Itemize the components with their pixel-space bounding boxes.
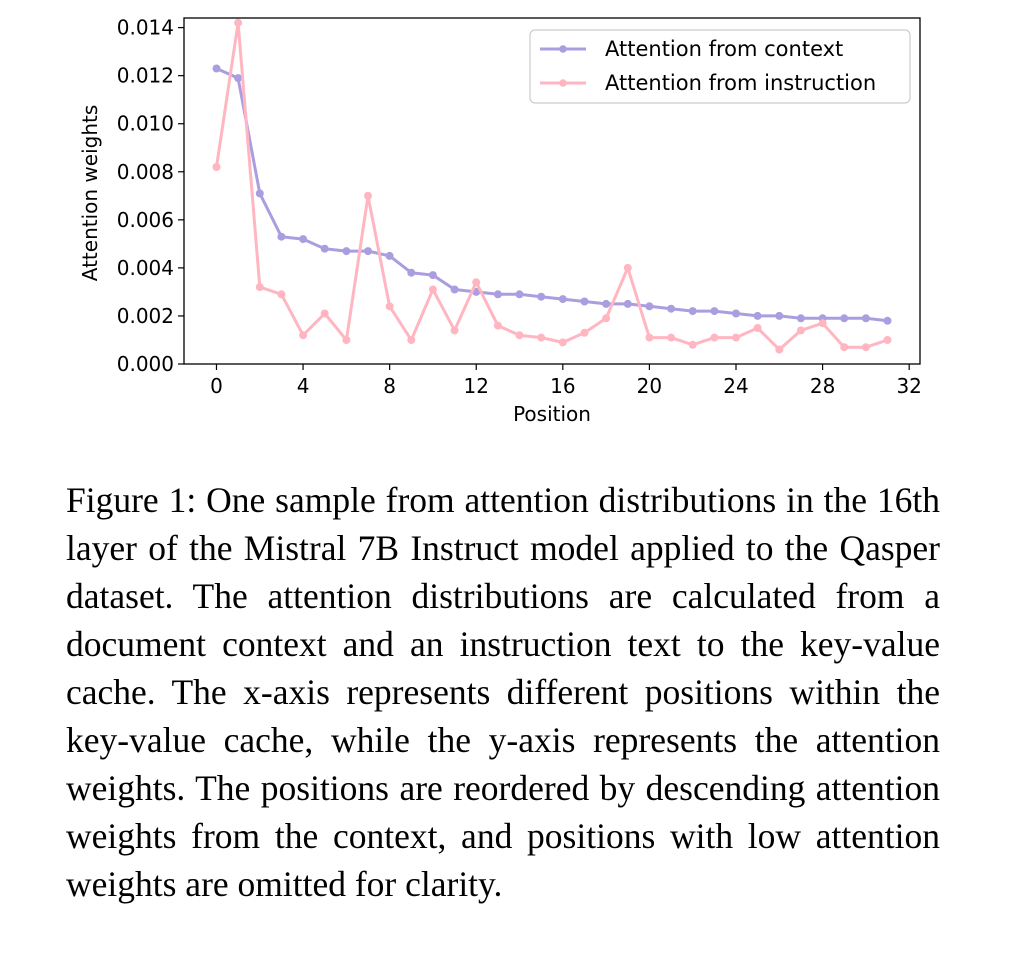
data-point-s0-7 — [364, 247, 372, 256]
y-axis-label: Attention weights — [78, 105, 102, 282]
y-tick-label: 0.004 — [117, 256, 174, 280]
data-point-s1-21 — [667, 333, 676, 342]
x-tick-label: 4 — [297, 374, 310, 398]
data-point-s0-9 — [407, 268, 416, 277]
legend-box — [529, 29, 911, 104]
data-point-s1-25 — [753, 324, 762, 332]
data-point-s1-9 — [407, 336, 416, 344]
data-point-s0-5 — [320, 244, 329, 253]
data-point-s0-24 — [732, 309, 740, 318]
data-point-s1-28 — [818, 319, 827, 328]
legend: Attention from context Attention from in… — [529, 29, 911, 104]
data-point-s0-23 — [710, 307, 719, 316]
data-point-s0-1 — [234, 74, 243, 83]
data-point-s0-8 — [385, 251, 394, 260]
data-point-s1-7 — [364, 191, 372, 200]
y-tick-label: 0.008 — [117, 160, 174, 184]
data-point-s1-13 — [493, 321, 502, 330]
legend-label-instruction: Attention from instruction — [605, 71, 876, 95]
x-tick-label: 20 — [637, 374, 662, 398]
data-point-s0-3 — [277, 232, 286, 241]
data-point-s0-17 — [580, 297, 589, 306]
data-point-s1-12 — [472, 278, 481, 287]
legend-marker-context — [559, 45, 567, 53]
x-tick-label: 8 — [383, 374, 396, 398]
data-point-s0-26 — [775, 311, 784, 320]
legend-marker-instruction — [559, 79, 567, 87]
data-point-s1-30 — [861, 343, 870, 352]
data-point-s0-31 — [883, 316, 892, 325]
data-point-s0-11 — [450, 285, 459, 294]
data-point-s1-5 — [320, 309, 329, 318]
data-point-s1-3 — [277, 290, 286, 299]
data-point-s0-13 — [493, 290, 502, 299]
data-point-s1-29 — [840, 343, 849, 352]
x-axis-label: Position — [513, 402, 591, 426]
data-point-s1-23 — [710, 333, 719, 342]
data-point-s0-27 — [796, 314, 805, 323]
series-line-1 — [215, 21, 888, 352]
data-point-s0-0 — [212, 64, 221, 73]
x-tick-label: 0 — [210, 374, 223, 398]
data-point-s0-14 — [515, 290, 524, 299]
data-point-s0-2 — [255, 189, 264, 198]
data-point-s1-22 — [688, 340, 697, 349]
data-point-s0-10 — [428, 271, 437, 280]
data-point-s1-8 — [385, 302, 394, 311]
x-tick-label: 24 — [723, 374, 748, 398]
attention-line-chart: 0 4 8 12 16 20 24 28 32 0.000 0.002 0.004 0.006 0.008… — [78, 16, 922, 426]
data-point-s0-15 — [537, 292, 546, 301]
data-point-s1-1 — [234, 18, 243, 27]
data-point-s0-4 — [299, 235, 308, 244]
data-point-s1-4 — [299, 331, 308, 340]
data-point-s0-19 — [623, 299, 632, 308]
plot-frame — [183, 17, 921, 365]
data-point-s1-0 — [212, 163, 221, 171]
y-tick-label: 0.014 — [117, 16, 174, 40]
legend-label-context: Attention from context — [605, 37, 843, 61]
y-tick-label: 0.002 — [117, 304, 174, 328]
data-point-s1-10 — [428, 285, 437, 294]
data-point-s0-22 — [688, 307, 697, 316]
data-point-s1-6 — [342, 336, 351, 344]
data-point-s0-29 — [840, 314, 849, 323]
data-point-s0-20 — [645, 302, 654, 311]
series-line-0 — [215, 67, 888, 323]
data-point-s0-16 — [558, 295, 567, 304]
y-tick-label: 0.000 — [117, 352, 174, 376]
x-tick-label: 28 — [810, 374, 835, 398]
data-point-s1-14 — [515, 331, 524, 340]
data-point-s1-26 — [775, 345, 784, 354]
data-point-s0-18 — [602, 299, 611, 308]
data-point-s1-11 — [450, 326, 459, 335]
y-tick-label: 0.012 — [117, 64, 174, 88]
data-point-s0-21 — [667, 304, 676, 313]
data-point-s1-15 — [537, 333, 546, 342]
data-point-s1-18 — [602, 314, 611, 323]
data-point-s1-2 — [255, 283, 264, 292]
x-tick-label: 32 — [896, 374, 921, 398]
y-tick-label: 0.010 — [117, 112, 174, 136]
data-point-s1-31 — [883, 336, 892, 344]
data-point-s1-17 — [580, 328, 589, 337]
figure-caption: Figure 1: One sample from attention dist… — [66, 480, 940, 904]
y-tick-label: 0.006 — [117, 208, 174, 232]
data-point-s0-30 — [861, 314, 870, 323]
data-point-s1-16 — [558, 338, 567, 347]
data-point-s1-27 — [796, 326, 805, 335]
x-tick-label: 12 — [464, 374, 489, 398]
data-point-s0-25 — [753, 311, 762, 320]
data-point-s0-6 — [342, 247, 351, 256]
data-point-s1-20 — [645, 333, 654, 342]
x-tick-label: 16 — [550, 374, 575, 398]
data-point-s1-19 — [623, 263, 632, 272]
data-point-s1-24 — [732, 333, 740, 342]
